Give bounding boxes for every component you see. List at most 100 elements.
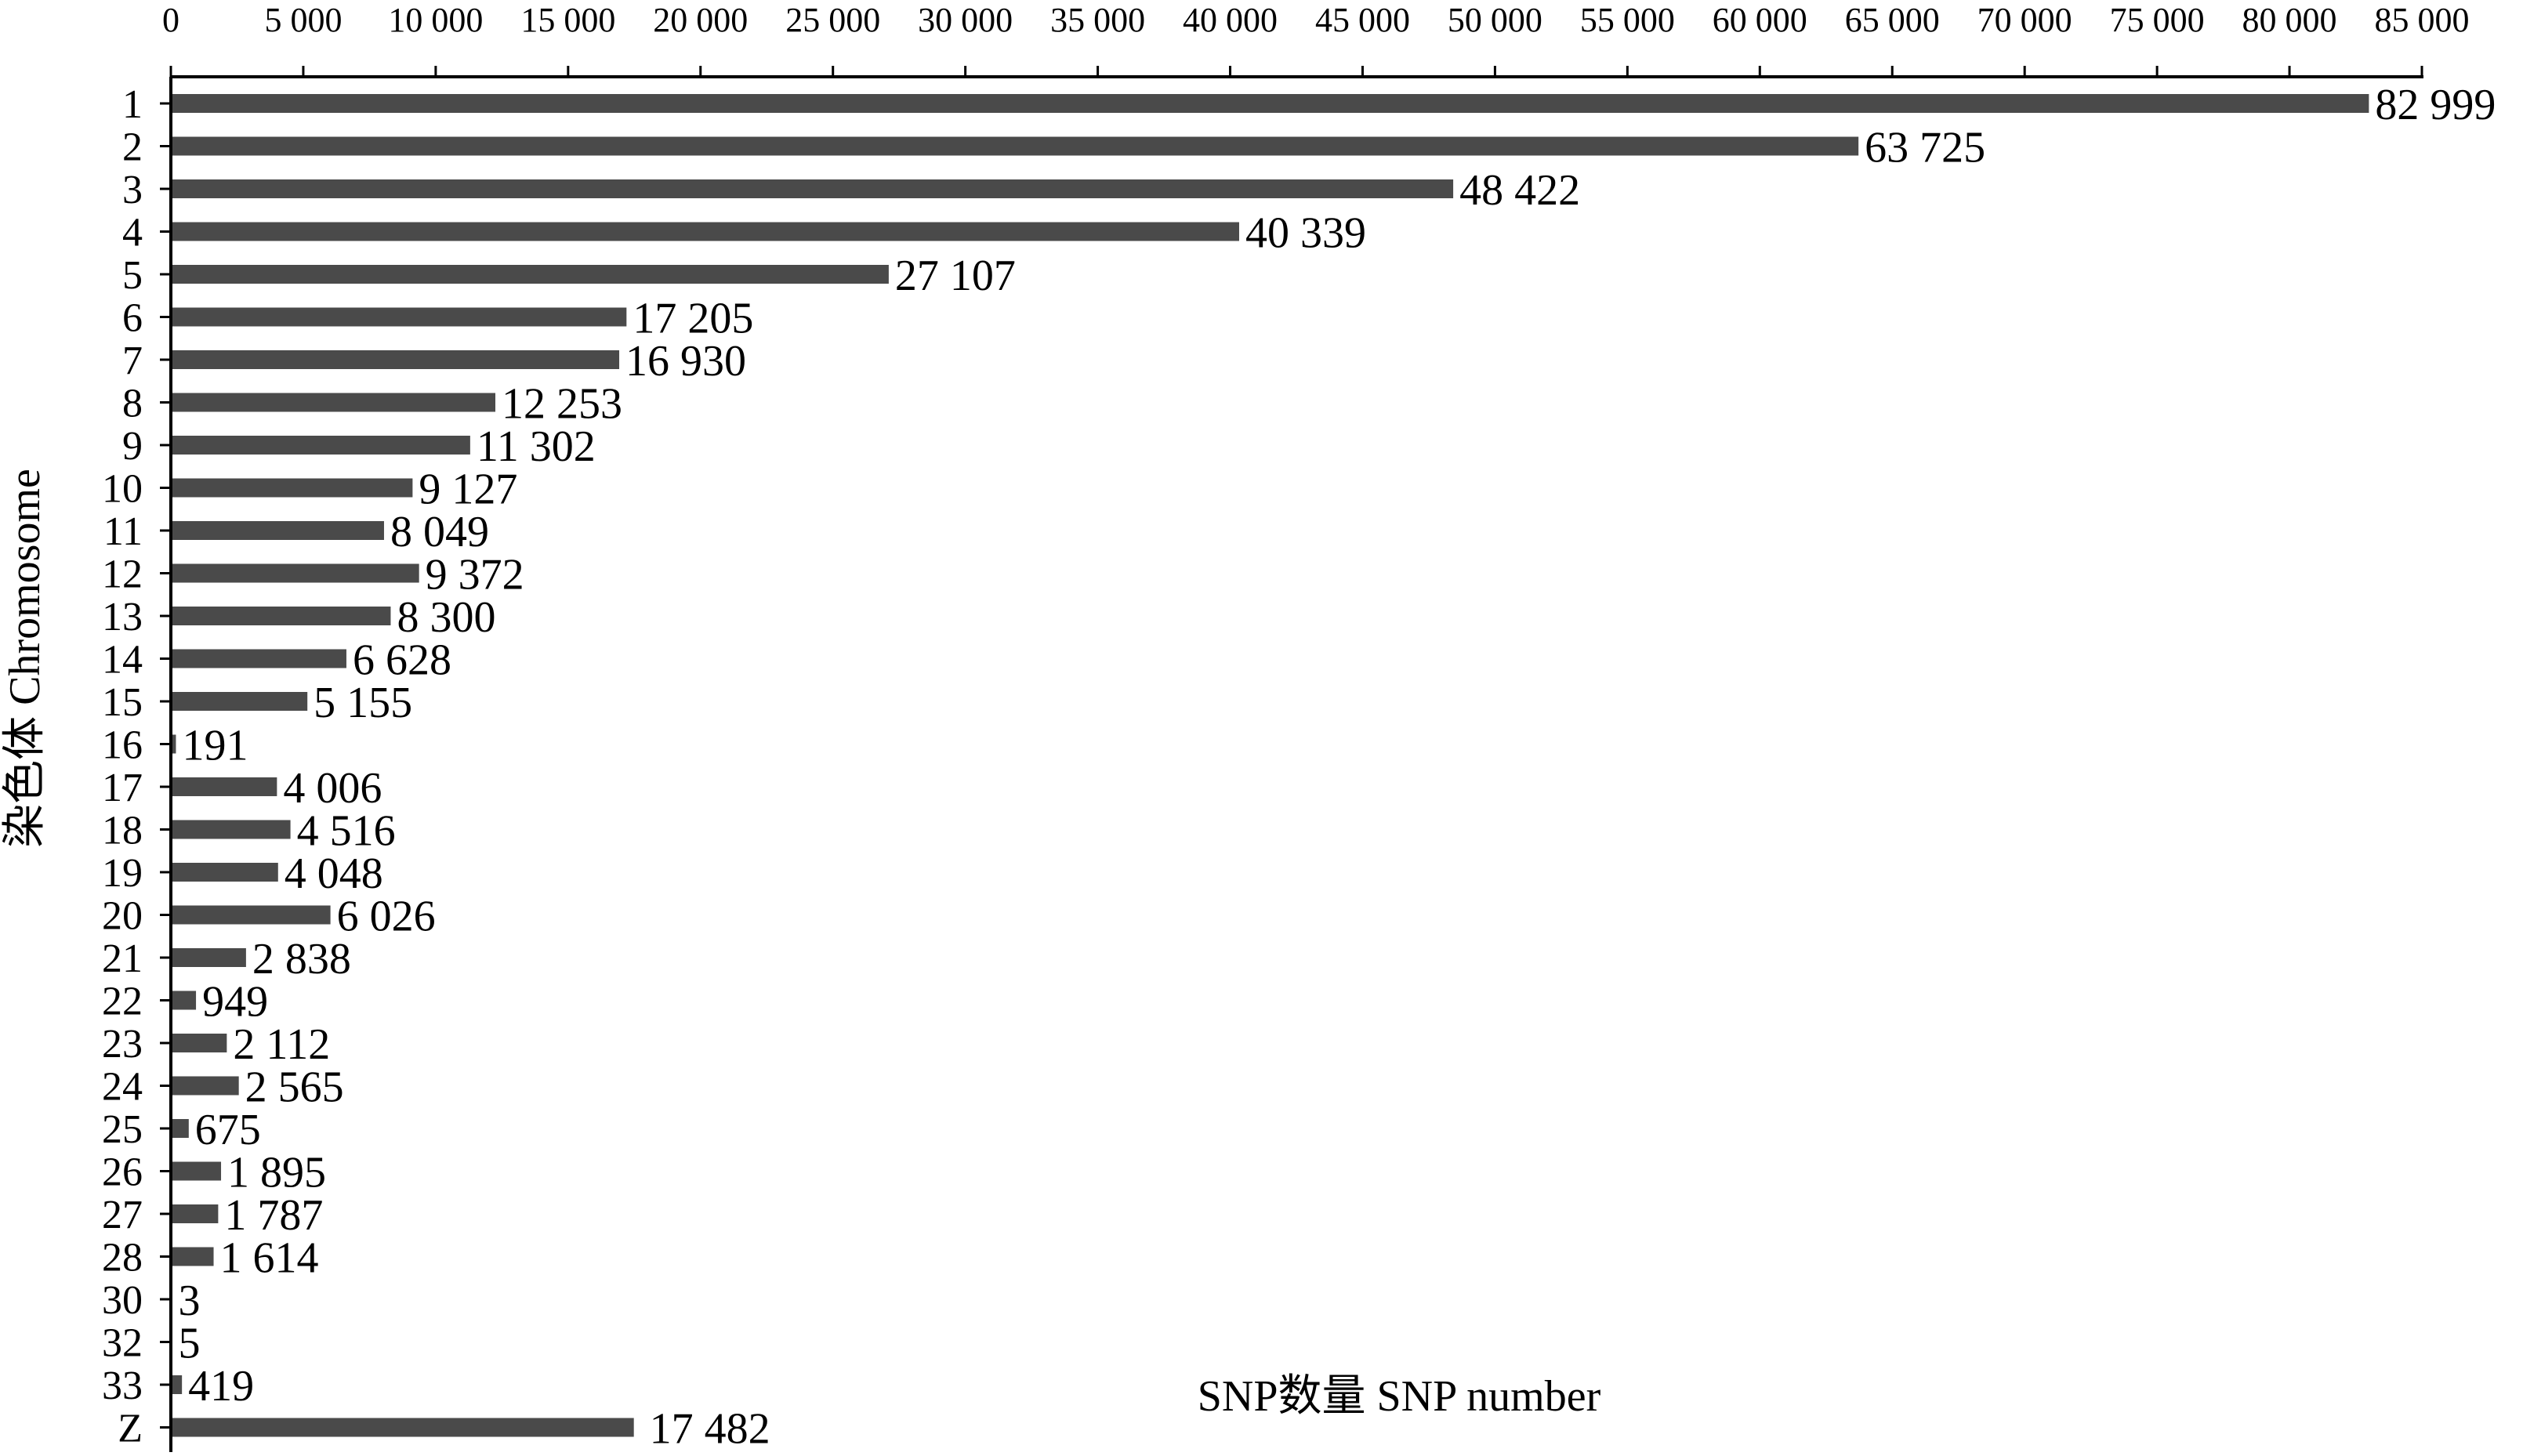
bar (171, 1418, 634, 1437)
category-label: 22 (102, 980, 143, 1024)
data-label: 3 (179, 1277, 201, 1325)
x-axis-ticks: 0 5 000 10 000 15 000 20 000 25 000 30 000 35 0… (162, 1, 2470, 77)
category-label: 23 (102, 1022, 143, 1067)
category-label: 19 (102, 851, 143, 896)
bar (171, 222, 1239, 241)
bars (171, 94, 2369, 1437)
category-label: 2 (122, 125, 143, 170)
category-label: 18 (102, 809, 143, 853)
bar (171, 1204, 219, 1223)
x-tick-label: 20 000 (653, 1, 748, 39)
data-label: 6 026 (337, 893, 436, 941)
x-tick-label: 85 000 (2375, 1, 2470, 39)
category-label: Z (118, 1407, 143, 1451)
category-label: 15 (102, 680, 143, 725)
data-label: 1 787 (224, 1191, 323, 1240)
data-label: 1 614 (220, 1234, 319, 1283)
data-label: 191 (182, 722, 248, 770)
bar (171, 820, 291, 839)
x-axis-title: SNP数量 SNP number (1198, 1372, 1601, 1421)
data-label: 27 107 (895, 252, 1016, 300)
x-tick-label: 50 000 (1448, 1, 1542, 39)
bar (171, 649, 346, 668)
bar (171, 1076, 239, 1096)
x-tick-label: 30 000 (918, 1, 1013, 39)
bar (171, 136, 1859, 156)
category-label: 27 (102, 1193, 143, 1237)
data-label: 2 112 (233, 1020, 330, 1069)
x-tick-label: 10 000 (388, 1, 483, 39)
data-label: 4 516 (297, 807, 396, 856)
data-label: 12 253 (502, 380, 622, 429)
category-label: 5 (122, 253, 143, 298)
category-label: 20 (102, 894, 143, 939)
category-label: 28 (102, 1236, 143, 1280)
category-label: 24 (102, 1065, 143, 1110)
category-label: 8 (122, 382, 143, 426)
data-label: 419 (188, 1362, 254, 1411)
category-label: 17 (102, 766, 143, 810)
data-label: 17 205 (633, 295, 753, 343)
category-label: 21 (102, 936, 143, 981)
category-label: 4 (122, 211, 143, 255)
category-label: 33 (102, 1364, 143, 1408)
data-label: 16 930 (625, 337, 746, 386)
bar (171, 478, 413, 498)
category-label: 32 (102, 1321, 143, 1366)
bar (171, 521, 384, 540)
data-label: 4 006 (283, 764, 382, 813)
bar (171, 948, 246, 967)
data-label: 2 565 (245, 1063, 344, 1112)
data-label: 5 (179, 1320, 201, 1368)
bar (171, 863, 278, 882)
data-label: 9 127 (419, 465, 517, 514)
x-tick-label: 70 000 (1977, 1, 2072, 39)
category-label: 10 (102, 467, 143, 512)
category-label: 25 (102, 1107, 143, 1152)
category-labels: 1234567891011121314151617181920212223242… (102, 82, 171, 1451)
x-tick-label: 15 000 (520, 1, 615, 39)
category-label: 3 (122, 168, 143, 212)
x-tick-label: 45 000 (1315, 1, 1410, 39)
category-label: 11 (103, 509, 143, 554)
y-axis-title: 染色体 Chromosome (1, 469, 49, 848)
data-label: 9 372 (426, 551, 524, 599)
bar (171, 734, 176, 754)
bar (171, 607, 391, 625)
bar (171, 991, 197, 1010)
bar (171, 350, 620, 369)
bar (171, 692, 308, 711)
data-label: 949 (202, 978, 268, 1027)
bar (171, 1161, 222, 1181)
data-label: 8 049 (390, 508, 489, 556)
data-label: 11 302 (477, 422, 596, 471)
category-label: 26 (102, 1150, 143, 1195)
x-tick-label: 40 000 (1183, 1, 1278, 39)
data-label: 675 (195, 1106, 261, 1154)
bar (171, 393, 496, 412)
data-label: 5 155 (314, 679, 412, 727)
data-label: 48 422 (1459, 166, 1580, 215)
x-tick-label: 65 000 (1845, 1, 1940, 39)
x-tick-label: 25 000 (785, 1, 880, 39)
data-label: 2 838 (252, 935, 351, 983)
bar (171, 436, 470, 455)
bar (171, 1034, 227, 1052)
data-label: 4 048 (285, 849, 383, 898)
bar (171, 1247, 214, 1266)
x-tick-label: 55 000 (1580, 1, 1675, 39)
bar (171, 563, 419, 583)
bar (171, 777, 277, 796)
x-tick-label: 0 (162, 1, 179, 39)
data-label: 17 482 (650, 1405, 770, 1453)
data-label: 1 895 (227, 1149, 326, 1197)
bar (171, 265, 889, 284)
category-label: 12 (102, 552, 143, 597)
category-label: 6 (122, 296, 143, 341)
category-label: 30 (102, 1278, 143, 1323)
data-label: 40 339 (1245, 209, 1366, 258)
x-tick-label: 80 000 (2242, 1, 2337, 39)
